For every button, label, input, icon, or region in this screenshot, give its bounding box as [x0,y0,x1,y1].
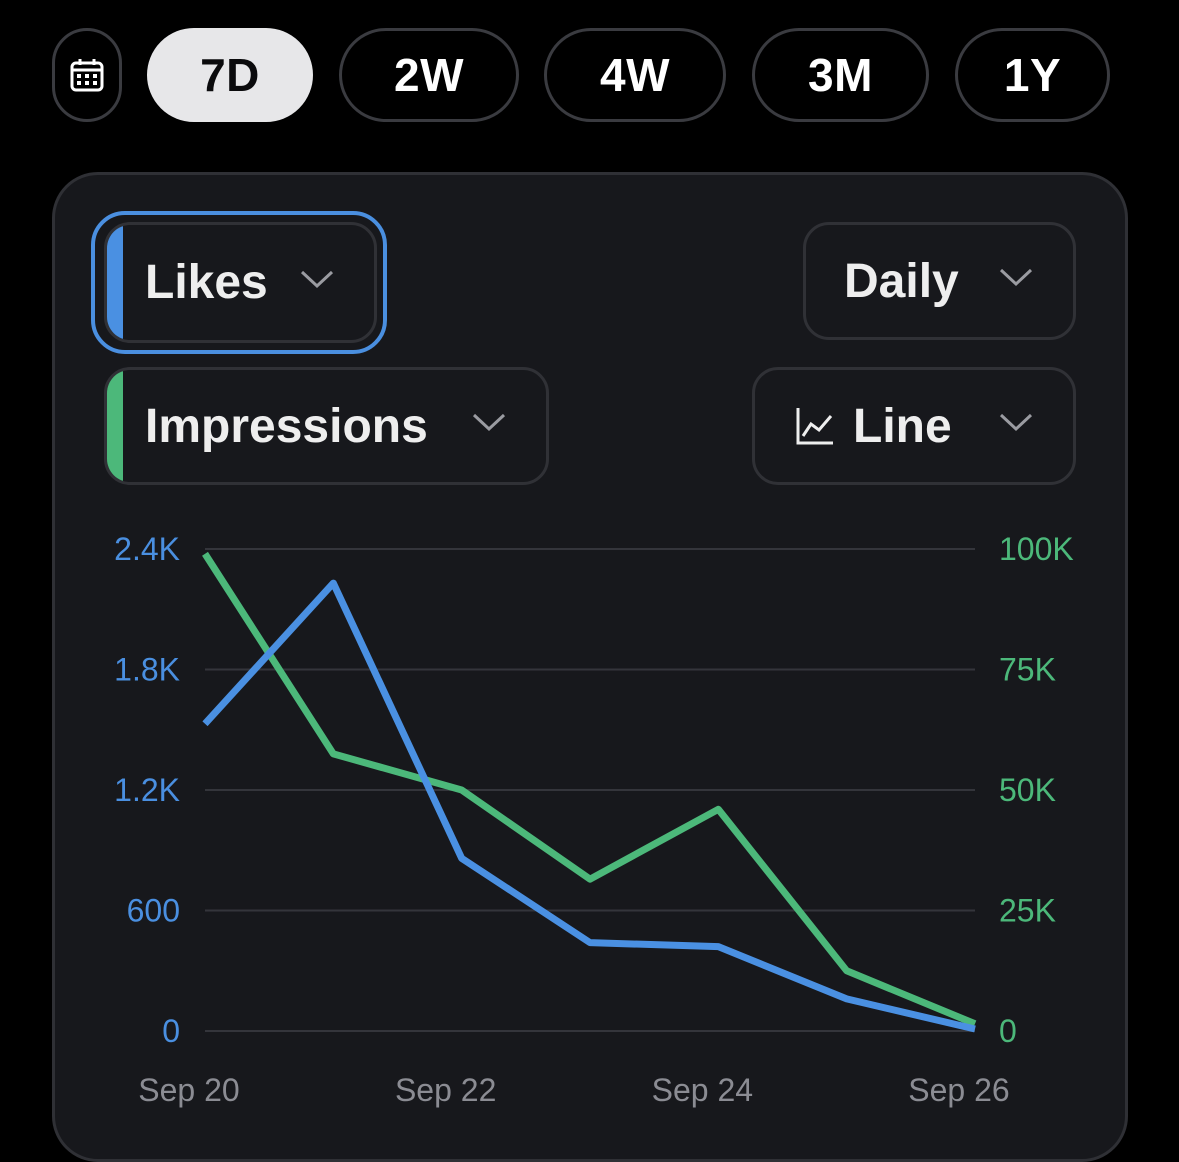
line-chart: 0 0 600 25K 1.2K 50K 1.8K 75K 2.4K 100K Sep 20 Sep … [114,531,1074,1108]
y-left-tick-label: 600 [127,893,180,929]
x-tick-label: Sep 22 [395,1072,496,1108]
chevron-down-icon [999,413,1033,432]
metric2-label: Impressions [145,399,428,453]
range-7d-button[interactable]: 7D [147,28,313,122]
x-tick-label: Sep 26 [908,1072,1009,1108]
y-right-tick-label: 25K [999,893,1056,929]
chevron-down-icon [300,270,334,288]
line-chart-icon [795,406,835,446]
interval-dropdown[interactable]: Daily [803,222,1076,340]
range-2w-button[interactable]: 2W [339,28,519,122]
y-right-tick-label: 100K [999,531,1074,567]
likes-color-bar [107,225,123,340]
grid [205,548,975,1032]
metric2-dropdown[interactable]: Impressions [104,367,549,485]
series-lines [202,551,977,1033]
interval-label: Daily [844,254,959,308]
chart-type-label: Line [853,399,952,453]
y-right-tick-label: 0 [999,1013,1017,1049]
x-tick-label: Sep 24 [652,1072,753,1108]
axis-ticks: 0 0 600 25K 1.2K 50K 1.8K 75K 2.4K 100K Sep 20 Sep … [114,531,1074,1108]
y-left-tick-label: 1.2K [114,772,180,808]
series-line-impressions [202,551,977,1028]
metric1-label: Likes [145,256,268,309]
y-left-tick-label: 2.4K [114,531,180,567]
metric1-dropdown[interactable]: Likes [104,222,377,343]
y-left-tick-label: 1.8K [114,652,180,688]
range-4w-button[interactable]: 4W [544,28,726,122]
x-tick-label: Sep 20 [138,1072,239,1108]
calendar-button[interactable] [52,28,122,122]
chevron-down-icon [999,268,1033,287]
focus-ring [91,211,387,354]
series-line-likes [202,579,976,1033]
impressions-color-bar [107,370,123,482]
calendar-icon [70,59,104,92]
y-right-tick-label: 75K [999,652,1056,688]
range-3m-button[interactable]: 3M [752,28,929,122]
chevron-down-icon [472,413,506,432]
chart-type-dropdown[interactable]: Line [752,367,1076,485]
y-left-tick-label: 0 [162,1013,180,1049]
y-right-tick-label: 50K [999,772,1056,808]
range-1y-button[interactable]: 1Y [955,28,1110,122]
